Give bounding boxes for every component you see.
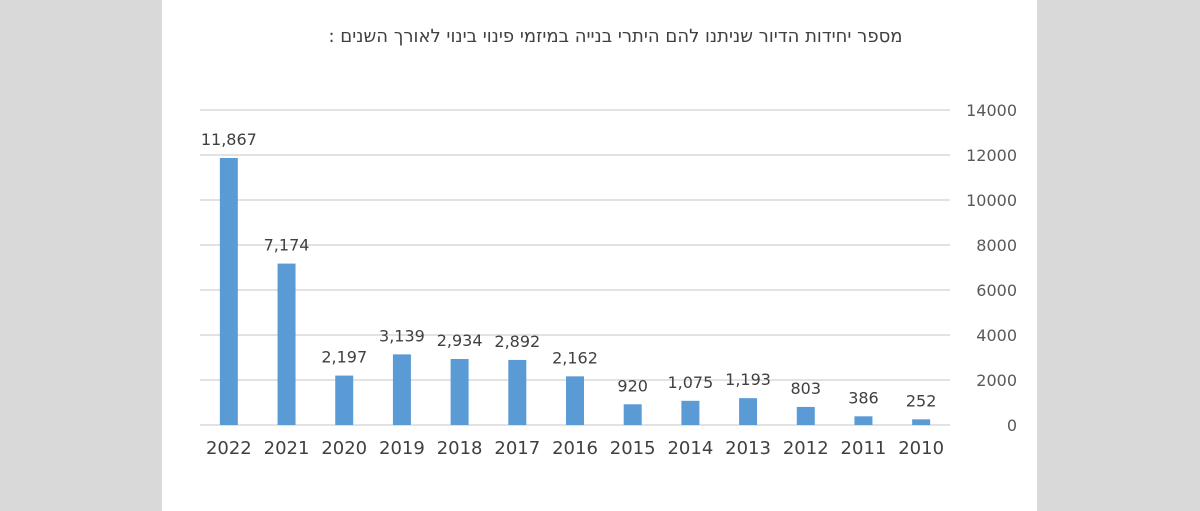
bar — [854, 416, 873, 425]
data-label: 2,162 — [552, 348, 598, 367]
bar — [566, 376, 584, 425]
x-tick-label: 2012 — [783, 438, 829, 459]
y-tick-label: 10000 — [966, 191, 1017, 210]
x-tick-label: 2015 — [610, 438, 656, 459]
bar — [335, 375, 354, 425]
data-label: 252 — [906, 391, 937, 410]
x-tick-label: 2022 — [206, 438, 252, 459]
y-tick-label: 4000 — [976, 326, 1017, 345]
data-label: 920 — [617, 376, 648, 395]
data-label: 3,139 — [379, 326, 425, 345]
data-label: 11,867 — [201, 130, 257, 149]
bar — [277, 263, 296, 425]
data-label: 7,174 — [264, 236, 310, 255]
bar — [508, 359, 527, 425]
data-label: 2,197 — [321, 348, 367, 367]
x-tick-label: 2011 — [841, 438, 887, 459]
chart-title: מספר יחידות הדיור שניתנו להם היתרי בנייה… — [328, 26, 903, 47]
y-tick-label: 12000 — [966, 146, 1017, 165]
bar — [912, 419, 931, 425]
y-tick-label: 0 — [1007, 416, 1017, 435]
x-tick-label: 2010 — [898, 438, 944, 459]
bar — [681, 400, 700, 425]
data-label: 803 — [790, 379, 821, 398]
y-tick-label: 14000 — [966, 101, 1017, 120]
bar — [392, 354, 411, 425]
data-label: 2,892 — [494, 332, 540, 351]
x-tick-label: 2014 — [667, 438, 713, 459]
data-label: 386 — [848, 388, 879, 407]
bar — [796, 406, 815, 425]
x-tick-label: 2021 — [264, 438, 310, 459]
bar — [623, 404, 642, 425]
y-tick-label: 2000 — [976, 371, 1017, 390]
x-tick-label: 2018 — [437, 438, 483, 459]
data-label: 2,934 — [437, 331, 483, 350]
x-tick-label: 2016 — [552, 438, 598, 459]
data-label: 1,193 — [725, 370, 771, 389]
bar — [739, 398, 758, 425]
bar — [450, 358, 469, 425]
bar — [219, 157, 238, 425]
chart-panel: מספר יחידות הדיור שניתנו להם היתרי בנייה… — [162, 0, 1037, 511]
bar-chart: 0 2000 4000 6000 8000 10000 12000 14000 11,867 20… — [200, 101, 1017, 459]
data-label: 1,075 — [667, 373, 713, 392]
x-tick-label: 2013 — [725, 438, 771, 459]
x-tick-label: 2017 — [494, 438, 540, 459]
y-tick-label: 8000 — [976, 236, 1017, 255]
x-tick-label: 2019 — [379, 438, 425, 459]
y-tick-label: 6000 — [976, 281, 1017, 300]
x-tick-label: 2020 — [321, 438, 367, 459]
